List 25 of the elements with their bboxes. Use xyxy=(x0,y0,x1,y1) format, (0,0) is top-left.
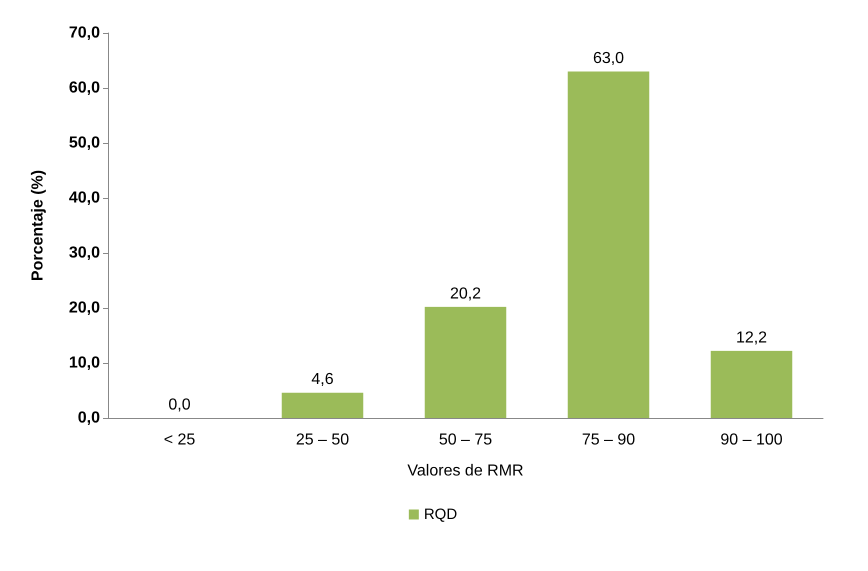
legend-label: RQD xyxy=(424,506,458,523)
data-label: 63,0 xyxy=(592,50,624,67)
y-axis-title: Porcentaje (%) xyxy=(30,170,46,282)
y-tick-label: 40,0 xyxy=(68,190,100,206)
bar xyxy=(710,350,792,418)
data-label: 4,6 xyxy=(311,371,334,388)
x-tick-label: 25 – 50 xyxy=(296,432,350,448)
data-label: 12,2 xyxy=(736,329,768,346)
y-tick-label: 10,0 xyxy=(68,354,100,372)
y-tick-label: 20,0 xyxy=(68,300,100,316)
y-tick-label: 60,0 xyxy=(68,80,100,96)
bar xyxy=(424,306,506,418)
x-tick-label: < 25 xyxy=(164,432,196,448)
bar xyxy=(568,72,650,418)
y-tick-label: 70,0 xyxy=(68,24,100,42)
x-tick-label: 50 – 75 xyxy=(438,432,492,448)
data-label: 0,0 xyxy=(168,396,191,414)
x-tick-label: 75 – 90 xyxy=(582,432,636,448)
y-tick-label: 50,0 xyxy=(68,134,100,152)
x-tick-label: 90 – 100 xyxy=(720,432,783,448)
bar xyxy=(282,392,364,418)
y-tick-label: 30,0 xyxy=(68,244,100,262)
x-axis-title: Valores de RMR xyxy=(407,462,524,480)
y-tick-label: 0,0 xyxy=(78,410,100,426)
data-label: 20,2 xyxy=(450,285,482,302)
